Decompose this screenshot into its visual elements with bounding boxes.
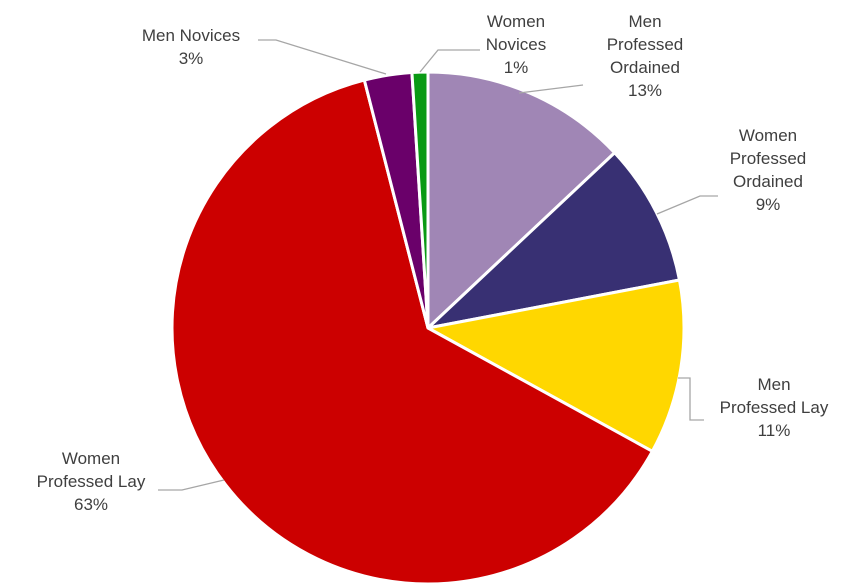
slice-label-4: Men Novices 3% <box>142 26 240 68</box>
slice-category-label: Women <box>487 12 545 31</box>
leader-line-1 <box>656 195 718 215</box>
slice-label-3: Women Professed Lay 63% <box>37 449 146 514</box>
leader-line-3 <box>158 479 225 491</box>
slice-labels: Men Professed Ordained 13% Women Professed Ord… <box>37 12 829 514</box>
pie-slice-3 <box>170 78 655 584</box>
slice-percent-label: 3% <box>179 49 204 68</box>
pie-slice-5 <box>410 70 430 329</box>
slice-label-2: Men Professed Lay 11% <box>720 375 829 440</box>
pie-slice-2 <box>423 278 686 454</box>
slice-percent-label: 63% <box>74 495 108 514</box>
slice-category-label: Men Novices <box>142 26 240 45</box>
slice-category-label: Ordained <box>610 58 680 77</box>
pie-slice-1 <box>423 150 682 331</box>
slice-category-label: Professed Lay <box>720 398 829 417</box>
leader-line-2 <box>678 377 704 421</box>
slice-category-label: Men <box>628 12 661 31</box>
slice-percent-label: 13% <box>628 81 662 100</box>
slice-category-label: Men <box>757 375 790 394</box>
slice-category-label: Women <box>62 449 120 468</box>
slice-category-label: Professed <box>730 149 807 168</box>
slice-category-label: Novices <box>486 35 546 54</box>
leader-line-0 <box>518 84 584 94</box>
slice-label-0: Men Professed Ordained 13% <box>607 12 684 100</box>
leader-line-4 <box>258 39 387 75</box>
slice-percent-label: 11% <box>758 421 791 440</box>
slice-label-1: Women Professed Ordained 9% <box>730 126 807 214</box>
leader-line-5 <box>419 49 480 73</box>
pie-slices <box>170 70 686 584</box>
slice-category-label: Ordained <box>733 172 803 191</box>
pie-slice-0 <box>426 70 617 332</box>
slice-category-label: Professed Lay <box>37 472 146 491</box>
slice-category-label: Women <box>739 126 797 145</box>
slice-percent-label: 9% <box>756 195 781 214</box>
slice-label-5: Women Novices 1% <box>486 12 546 77</box>
slice-percent-label: 1% <box>504 58 529 77</box>
leader-lines <box>158 39 718 491</box>
slice-category-label: Professed <box>607 35 684 54</box>
